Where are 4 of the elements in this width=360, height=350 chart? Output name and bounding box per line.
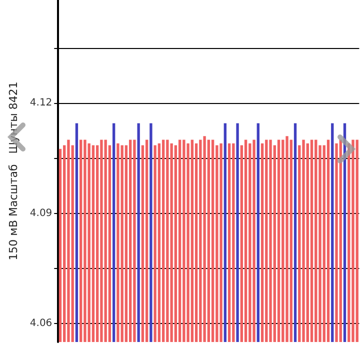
y-tick-label: 4.12 [30, 97, 52, 108]
y-tick-label: 4.09 [30, 208, 52, 219]
y-tick-label: 4.06 [30, 318, 52, 330]
y-axis-title: 150 мВ Масштаб Шунты 8421 [7, 82, 20, 260]
